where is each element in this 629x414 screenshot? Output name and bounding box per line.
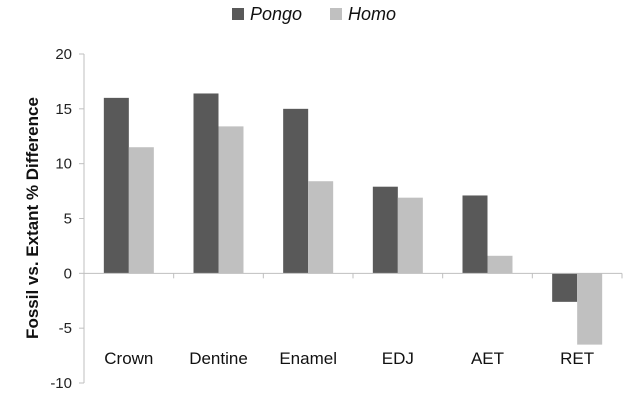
legend-swatch-pongo [232, 8, 244, 20]
category-label-crown: Crown [104, 349, 153, 368]
bar-homo-crown [129, 147, 154, 273]
y-tick-label: -5 [59, 320, 72, 337]
y-tick-label: -10 [50, 375, 72, 392]
bar-pongo-ret [552, 273, 577, 302]
y-tick-label: 0 [64, 265, 72, 282]
y-tick-label: 5 [64, 211, 72, 228]
bar-pongo-dentine [194, 93, 219, 273]
bar-pongo-enamel [283, 109, 308, 274]
bar-homo-edj [398, 198, 423, 274]
bar-homo-aet [488, 256, 513, 274]
bar-homo-ret [577, 273, 602, 344]
category-labels: Crown Dentine Enamel EDJ AET RET [104, 349, 594, 368]
category-label-enamel: Enamel [279, 349, 337, 368]
legend-label-homo: Homo [348, 4, 396, 24]
y-tick-label: 10 [55, 156, 72, 173]
category-label-ret: RET [560, 349, 594, 368]
legend: Pongo Homo [232, 4, 396, 24]
bar-pongo-aet [463, 195, 488, 273]
bar-homo-enamel [308, 181, 333, 273]
bar-pongo-edj [373, 187, 398, 274]
category-label-aet: AET [471, 349, 504, 368]
bar-homo-dentine [219, 126, 244, 273]
y-axis: 20 15 10 5 0 -5 -10 [50, 46, 84, 392]
bars [104, 93, 602, 344]
legend-label-pongo: Pongo [250, 4, 302, 24]
category-label-dentine: Dentine [189, 349, 248, 368]
category-label-edj: EDJ [382, 349, 414, 368]
bar-pongo-crown [104, 98, 129, 273]
y-tick-label: 15 [55, 101, 72, 118]
y-tick-label: 20 [55, 46, 72, 63]
x-axis [84, 273, 622, 278]
legend-swatch-homo [330, 8, 342, 20]
y-axis-title: Fossil vs. Extant % Difference [23, 97, 42, 339]
